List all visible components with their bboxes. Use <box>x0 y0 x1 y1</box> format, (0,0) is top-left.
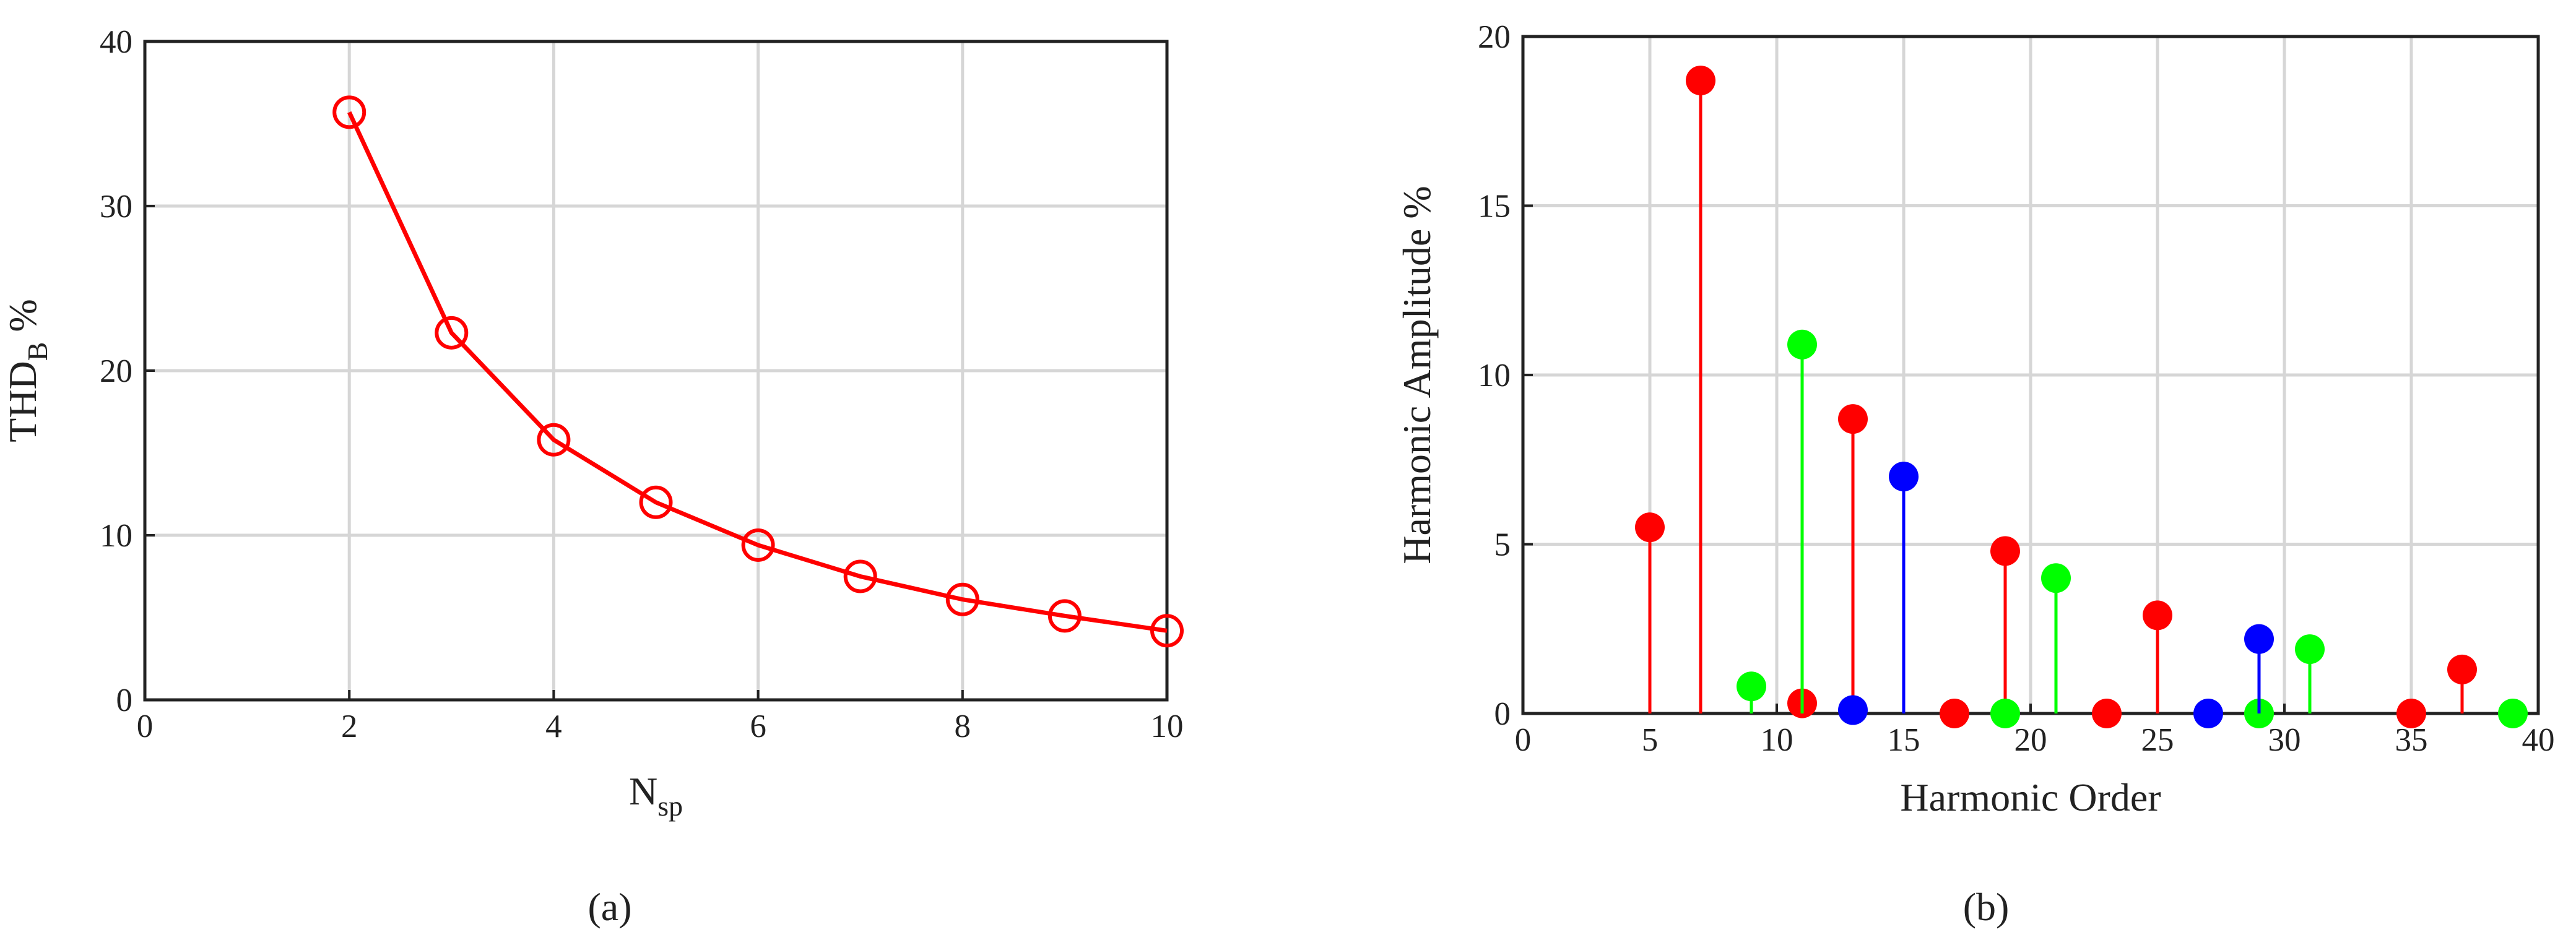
y-tick-label: 15 <box>1478 189 1511 225</box>
stem-marker <box>1838 695 1868 725</box>
x-tick-label: 10 <box>1151 709 1184 744</box>
y-tick-label: 40 <box>100 24 132 60</box>
x-tick-label: 0 <box>1515 722 1532 758</box>
stem-marker <box>2143 600 2172 631</box>
x-axis-label: Nsp <box>629 769 683 822</box>
stem-marker <box>2396 699 2426 728</box>
y-tick-label: 10 <box>1478 358 1511 394</box>
stem-marker <box>2498 699 2528 728</box>
x-tick-label: 20 <box>2014 722 2047 758</box>
marker <box>639 485 673 519</box>
caption: (b) <box>1963 885 2010 929</box>
x-tick-label: 0 <box>137 709 154 744</box>
label-text: Harmonic Order <box>1900 775 2161 819</box>
y-tick-label: 0 <box>116 683 133 718</box>
label-text: N <box>629 769 657 813</box>
subplot: 0 2 4 6 8 10 0 10 20 30 40 Nsp THDB % (a) <box>1 24 1184 929</box>
x-tick-label: 8 <box>955 709 971 744</box>
marker <box>1047 599 1082 633</box>
y-tick-label: 10 <box>100 518 132 554</box>
y-tick-label: 0 <box>1494 696 1511 732</box>
stem-marker <box>1635 512 1665 543</box>
x-tick-label: 4 <box>545 709 562 744</box>
marker <box>843 559 877 593</box>
x-tick-label: 10 <box>1761 722 1793 758</box>
marker <box>741 528 775 562</box>
x-tick-label: 5 <box>1642 722 1659 758</box>
stem-marker <box>2193 699 2223 728</box>
y-axis-label: THDB % <box>1 299 53 442</box>
x-axis-label: Harmonic Order <box>1900 775 2161 819</box>
marker <box>537 423 571 457</box>
stem-marker <box>1686 66 1715 96</box>
stem-marker <box>1889 462 1919 492</box>
stem-marker <box>1940 699 1969 728</box>
label-subscript: B <box>22 342 53 361</box>
axes-box <box>1521 35 2540 715</box>
label-text: Harmonic Amplitude % <box>1395 186 1439 564</box>
x-tick-label: 30 <box>2268 722 2301 758</box>
axes-box <box>143 40 1169 702</box>
stem-marker <box>2041 563 2071 593</box>
marker <box>435 316 469 350</box>
stem-marker <box>1990 699 2020 728</box>
x-tick-label: 25 <box>2141 722 2174 758</box>
label-text: THD <box>1 361 45 442</box>
stem-marker <box>1737 671 1766 702</box>
label-subscript: sp <box>657 790 683 822</box>
stem-marker <box>1838 404 1868 434</box>
y-tick-label: 5 <box>1494 527 1511 563</box>
marker <box>1150 614 1184 648</box>
y-tick-label: 30 <box>100 189 132 225</box>
marker <box>945 582 979 616</box>
stem-marker <box>2295 634 2325 665</box>
x-tick-label: 15 <box>1888 722 1920 758</box>
stem-marker <box>2447 654 2477 684</box>
y-tick-label: 20 <box>1478 19 1511 55</box>
stem-marker <box>1787 329 1817 360</box>
x-tick-label: 40 <box>2522 722 2555 758</box>
marker <box>332 95 366 129</box>
stem-marker <box>2244 624 2274 654</box>
x-tick-label: 2 <box>341 709 358 744</box>
line <box>347 111 1168 633</box>
x-tick-label: 6 <box>750 709 766 744</box>
y-axis-label: Harmonic Amplitude % <box>1395 186 1439 564</box>
y-tick-label: 20 <box>100 353 132 389</box>
caption: (a) <box>588 885 631 929</box>
label-text: % <box>1 299 45 342</box>
stem-marker <box>2092 699 2122 728</box>
stem-marker <box>1990 536 2020 566</box>
